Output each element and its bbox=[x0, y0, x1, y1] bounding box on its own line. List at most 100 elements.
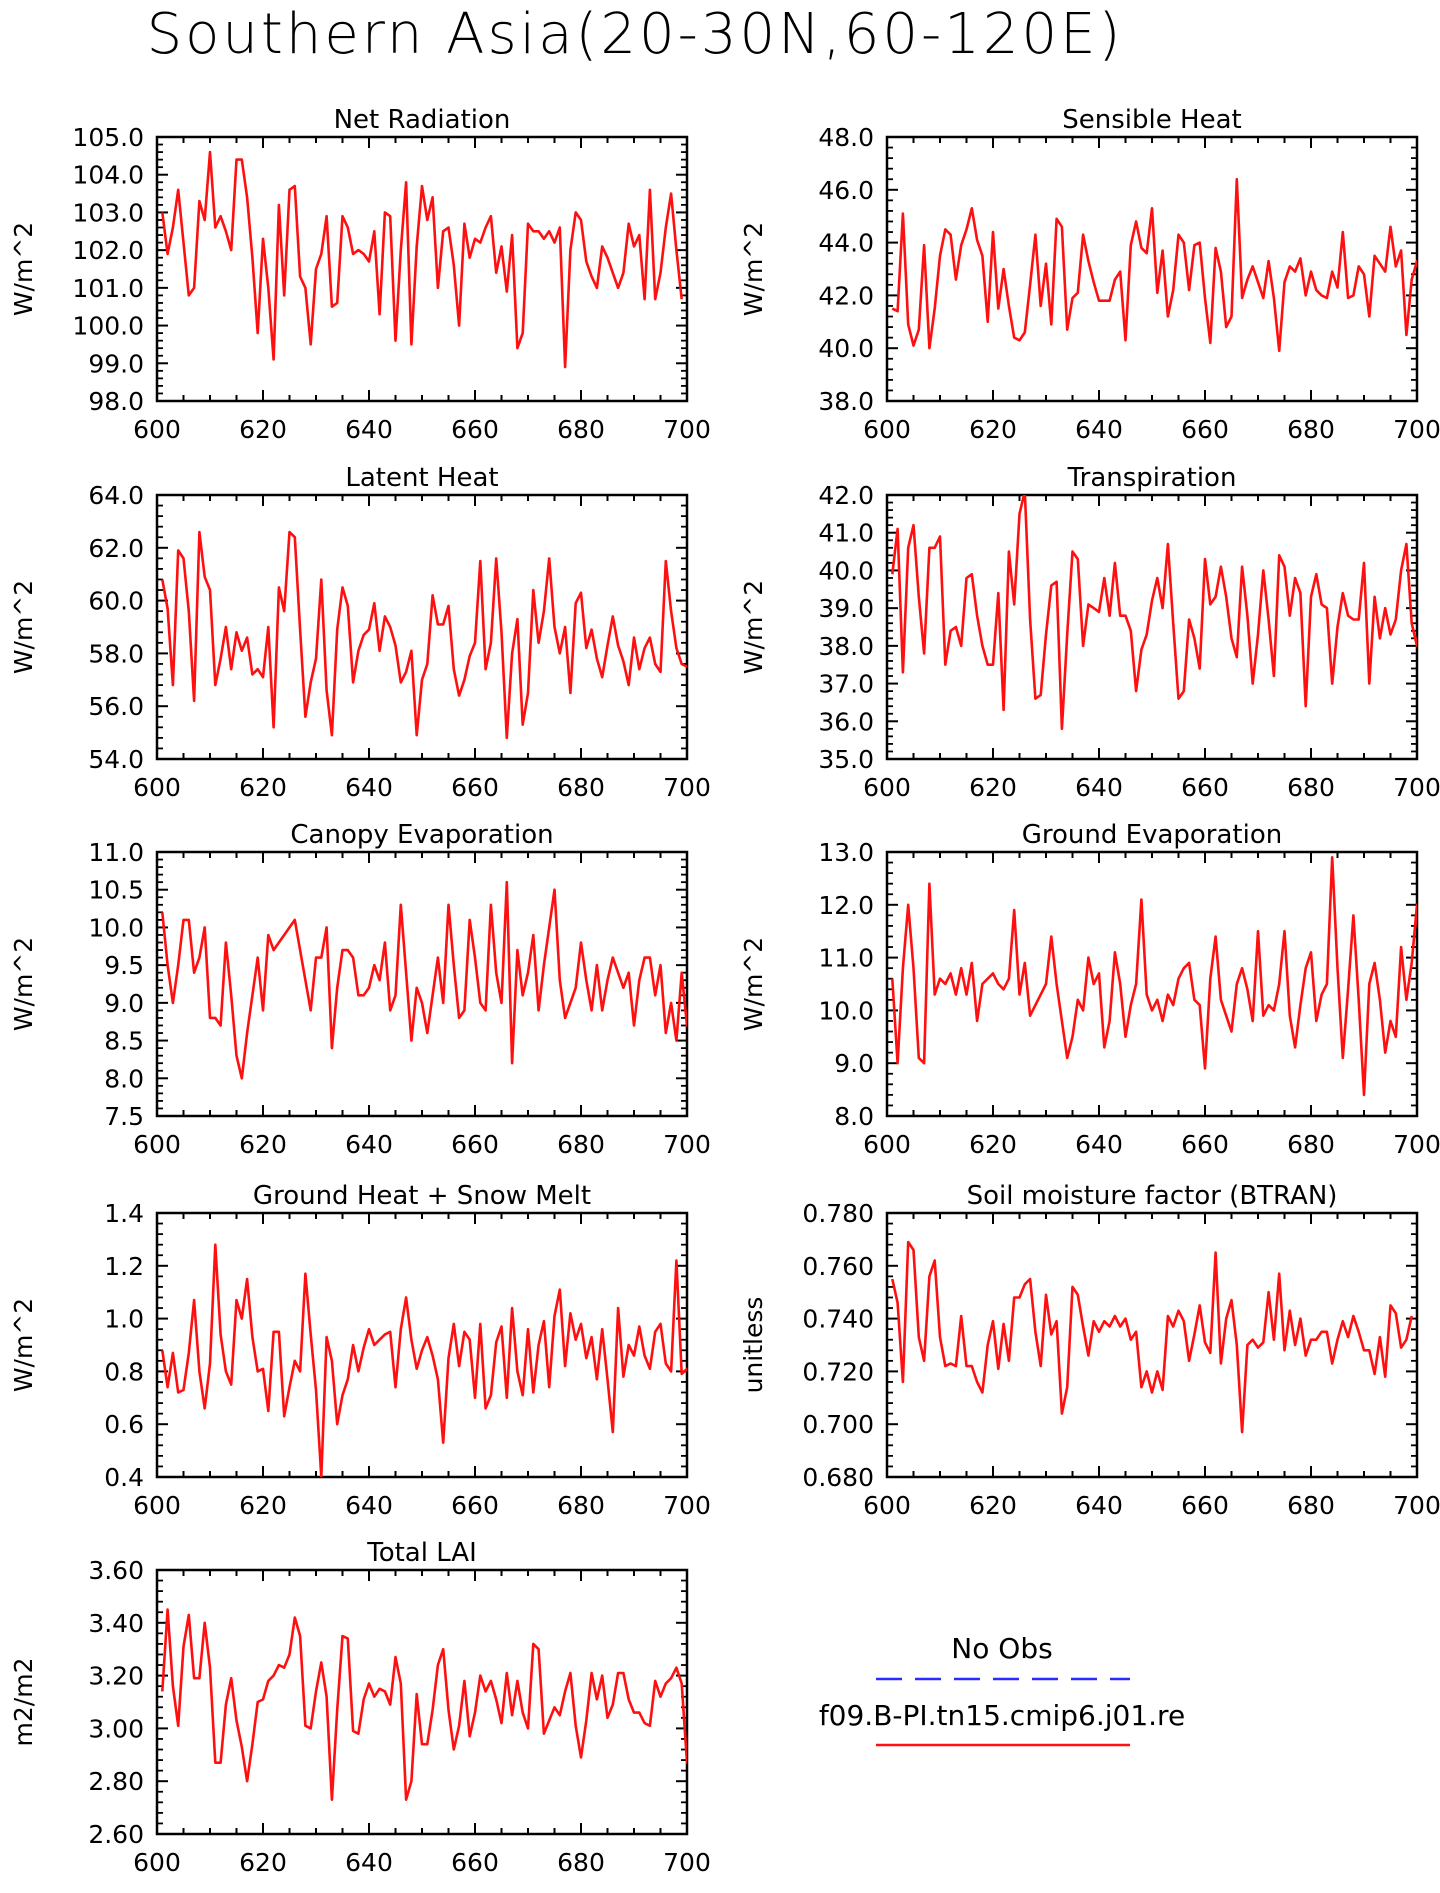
y-tick-label: 0.700 bbox=[802, 1410, 874, 1439]
x-tick-label: 640 bbox=[345, 415, 393, 444]
x-tick-label: 640 bbox=[1075, 415, 1123, 444]
x-tick-label: 700 bbox=[1393, 773, 1440, 802]
y-tick-label: 101.0 bbox=[72, 274, 144, 303]
x-tick-label: 620 bbox=[239, 415, 287, 444]
x-tick-label: 600 bbox=[863, 1130, 911, 1159]
panel-title: Ground Evaporation bbox=[1022, 820, 1282, 850]
y-tick-label: 11.0 bbox=[818, 944, 874, 973]
x-tick-label: 660 bbox=[451, 1848, 499, 1877]
y-tick-label: 9.0 bbox=[104, 989, 144, 1018]
panel-title: Latent Heat bbox=[345, 463, 498, 493]
y-tick-label: 56.0 bbox=[88, 692, 144, 721]
x-tick-label: 640 bbox=[1075, 1130, 1123, 1159]
x-tick-label: 640 bbox=[345, 1130, 393, 1159]
y-tick-label: 42.0 bbox=[818, 481, 874, 510]
y-tick-label: 9.0 bbox=[834, 1049, 874, 1078]
legend-label-obs: No Obs bbox=[951, 1632, 1052, 1665]
x-tick-label: 680 bbox=[557, 1848, 605, 1877]
y-tick-label: 105.0 bbox=[72, 123, 144, 152]
panel-title: Transpiration bbox=[1067, 463, 1237, 493]
y-tick-label: 100.0 bbox=[72, 312, 144, 341]
y-tick-label: 0.780 bbox=[802, 1199, 874, 1228]
y-tick-label: 3.00 bbox=[88, 1714, 144, 1743]
panel-title: Sensible Heat bbox=[1062, 105, 1241, 135]
y-tick-label: 0.6 bbox=[104, 1410, 144, 1439]
x-tick-label: 640 bbox=[1075, 1491, 1123, 1520]
series-line bbox=[161, 1608, 687, 1801]
y-tick-label: 8.5 bbox=[104, 1027, 144, 1056]
x-tick-label: 660 bbox=[1181, 1491, 1229, 1520]
panel-title: Canopy Evaporation bbox=[290, 820, 553, 850]
y-tick-label: 2.80 bbox=[88, 1767, 144, 1796]
x-tick-label: 600 bbox=[133, 1491, 181, 1520]
y-tick-label: 3.40 bbox=[88, 1609, 144, 1638]
y-tick-label: 46.0 bbox=[818, 176, 874, 205]
panel-9: Total LAI m2/m2 600 620 640 660 680 700 2.60 2.80… bbox=[9, 1538, 711, 1877]
y-tick-label: 0.760 bbox=[802, 1252, 874, 1281]
y-tick-label: 0.8 bbox=[104, 1357, 144, 1386]
x-tick-label: 600 bbox=[133, 1848, 181, 1877]
panel-title: Ground Heat + Snow Melt bbox=[253, 1181, 591, 1211]
y-tick-label: 36.0 bbox=[818, 707, 874, 736]
y-tick-label: 11.0 bbox=[88, 838, 144, 867]
y-tick-label: 38.0 bbox=[818, 387, 874, 416]
x-tick-label: 640 bbox=[345, 1848, 393, 1877]
y-tick-label: 98.0 bbox=[88, 387, 144, 416]
series-line bbox=[161, 880, 687, 1080]
x-tick-label: 640 bbox=[1075, 773, 1123, 802]
x-tick-label: 680 bbox=[557, 1491, 605, 1520]
panel-7: Ground Heat + Snow Melt W/m^2 600 620 640 660… bbox=[9, 1181, 711, 1520]
x-tick-label: 660 bbox=[451, 1491, 499, 1520]
x-tick-label: 680 bbox=[1287, 1491, 1335, 1520]
y-tick-label: 0.4 bbox=[104, 1463, 144, 1492]
x-tick-label: 640 bbox=[345, 1491, 393, 1520]
y-tick-label: 7.5 bbox=[104, 1102, 144, 1131]
y-tick-label: 58.0 bbox=[88, 639, 144, 668]
y-tick-label: 10.5 bbox=[88, 876, 144, 905]
y-tick-label: 37.0 bbox=[818, 670, 874, 699]
x-tick-label: 660 bbox=[1181, 415, 1229, 444]
x-tick-label: 600 bbox=[863, 415, 911, 444]
series-line bbox=[161, 530, 687, 740]
y-axis-label: W/m^2 bbox=[9, 222, 38, 316]
y-tick-label: 1.0 bbox=[104, 1305, 144, 1334]
y-tick-label: 1.2 bbox=[104, 1252, 144, 1281]
panel-6: Ground Evaporation W/m^2 600 620 640 660 680 70… bbox=[739, 820, 1440, 1159]
y-tick-label: 35.0 bbox=[818, 745, 874, 774]
x-tick-label: 700 bbox=[663, 773, 711, 802]
x-tick-label: 640 bbox=[345, 773, 393, 802]
x-tick-label: 700 bbox=[663, 1491, 711, 1520]
panel-3: Latent Heat W/m^2 600 620 640 660 680 700 54.0 56… bbox=[9, 463, 711, 802]
y-tick-label: 64.0 bbox=[88, 481, 144, 510]
x-tick-label: 700 bbox=[1393, 1491, 1440, 1520]
y-tick-label: 10.0 bbox=[88, 913, 144, 942]
series-line bbox=[891, 177, 1417, 353]
y-tick-label: 44.0 bbox=[818, 229, 874, 258]
x-tick-label: 600 bbox=[863, 773, 911, 802]
panel-8: Soil moisture factor (BTRAN) unitless 600 6… bbox=[739, 1181, 1440, 1520]
y-tick-label: 0.720 bbox=[802, 1357, 874, 1386]
y-tick-label: 99.0 bbox=[88, 349, 144, 378]
y-tick-label: 1.4 bbox=[104, 1199, 144, 1228]
y-tick-label: 42.0 bbox=[818, 281, 874, 310]
y-tick-label: 3.60 bbox=[88, 1556, 144, 1585]
y-tick-label: 103.0 bbox=[72, 198, 144, 227]
x-tick-label: 620 bbox=[969, 1491, 1017, 1520]
y-tick-label: 8.0 bbox=[104, 1064, 144, 1093]
y-tick-label: 41.0 bbox=[818, 519, 874, 548]
y-tick-label: 12.0 bbox=[818, 891, 874, 920]
x-tick-label: 680 bbox=[1287, 773, 1335, 802]
y-tick-label: 0.740 bbox=[802, 1305, 874, 1334]
series-line bbox=[891, 495, 1417, 731]
x-tick-label: 600 bbox=[133, 773, 181, 802]
x-tick-label: 680 bbox=[557, 415, 605, 444]
y-tick-label: 62.0 bbox=[88, 534, 144, 563]
y-tick-label: 3.20 bbox=[88, 1662, 144, 1691]
x-tick-label: 620 bbox=[969, 415, 1017, 444]
x-tick-label: 600 bbox=[133, 415, 181, 444]
x-tick-label: 700 bbox=[663, 1130, 711, 1159]
x-tick-label: 620 bbox=[239, 1848, 287, 1877]
y-tick-label: 8.0 bbox=[834, 1102, 874, 1131]
